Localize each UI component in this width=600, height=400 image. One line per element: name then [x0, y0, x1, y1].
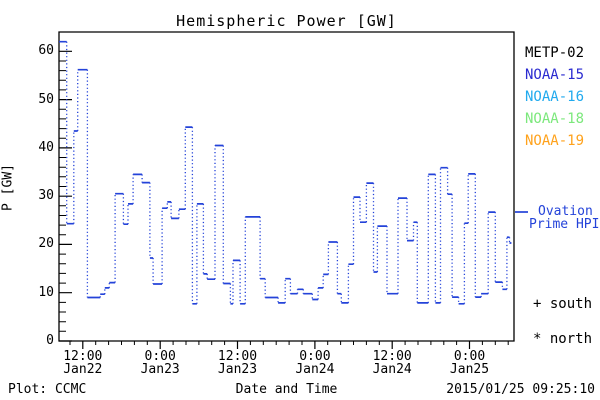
- x-tick-date: Jan24: [372, 362, 412, 377]
- hpi-step-line: [59, 40, 512, 305]
- legend-item-noaa-16: NOAA-16: [525, 89, 585, 105]
- plot-credit: Plot: CCMC: [8, 382, 87, 397]
- hemisphere-marker-north: * north: [533, 331, 593, 347]
- x-tick-date: Jan25: [449, 362, 490, 377]
- x-tick-time: 12:00: [63, 349, 103, 364]
- page-title: Hemispheric Power [GW]: [176, 12, 397, 30]
- x-tick-time: 12:00: [372, 349, 412, 364]
- x-tick-label-Jan23-0:00: 0:00 Jan23: [122, 350, 198, 376]
- y-tick-label-60: 60: [38, 43, 54, 59]
- x-tick-time: 0:00: [144, 349, 176, 364]
- hpi-step-line-risers: [66, 41, 511, 304]
- x-tick-date: Jan23: [140, 362, 180, 377]
- legend-item-noaa-15: NOAA-15: [525, 67, 585, 83]
- y-axis-label: P [GW]: [0, 164, 16, 211]
- x-axis-label: Date and Time: [235, 382, 338, 397]
- x-tick-date: Jan22: [63, 362, 103, 377]
- plot-frame: [58, 31, 515, 342]
- y-axis-minor-ticks: [59, 41, 66, 332]
- x-tick-label-Jan24-0:00: 0:00 Jan24: [277, 350, 353, 376]
- ovation-prime-hpi-label: Ovation Prime HPI: [529, 205, 599, 231]
- x-tick-label-Jan24-12:00: 12:00 Jan24: [354, 350, 430, 376]
- y-tick-label-0: 0: [46, 333, 54, 348]
- x-tick-time: 12:00: [217, 349, 258, 364]
- x-tick-label-Jan23-12:00: 12:00 Jan23: [200, 350, 276, 376]
- x-tick-time: 0:00: [299, 349, 331, 364]
- legend-item-metp-02: METP-02: [525, 45, 585, 61]
- x-tick-date: Jan24: [295, 362, 335, 377]
- x-tick-time: 0:00: [453, 349, 486, 364]
- y-tick-label-50: 50: [38, 91, 54, 107]
- ovation-label-line1: Ovation: [538, 204, 593, 219]
- x-tick-date: Jan23: [217, 362, 258, 377]
- legend-item-noaa-19: NOAA-19: [525, 133, 585, 149]
- legend-item-noaa-18: NOAA-18: [525, 111, 585, 127]
- plot-timestamp: 2015/01/25 09:25:10: [446, 382, 595, 397]
- y-axis-major-ticks: [59, 50, 72, 342]
- x-axis-major-ticks: [82, 341, 471, 349]
- y-tick-label-40: 40: [38, 139, 54, 155]
- x-tick-label-Jan25-0:00: 0:00 Jan25: [432, 350, 508, 376]
- y-tick-label-10: 10: [38, 284, 54, 300]
- ovation-label-line2: Prime HPI: [529, 217, 600, 232]
- y-tick-label-30: 30: [38, 188, 54, 204]
- y-tick-label-20: 20: [38, 236, 54, 252]
- x-axis-minor-ticks: [69, 341, 509, 345]
- x-tick-label-Jan22-12:00: 12:00 Jan22: [45, 350, 121, 376]
- hemisphere-marker-south: + south: [533, 296, 593, 312]
